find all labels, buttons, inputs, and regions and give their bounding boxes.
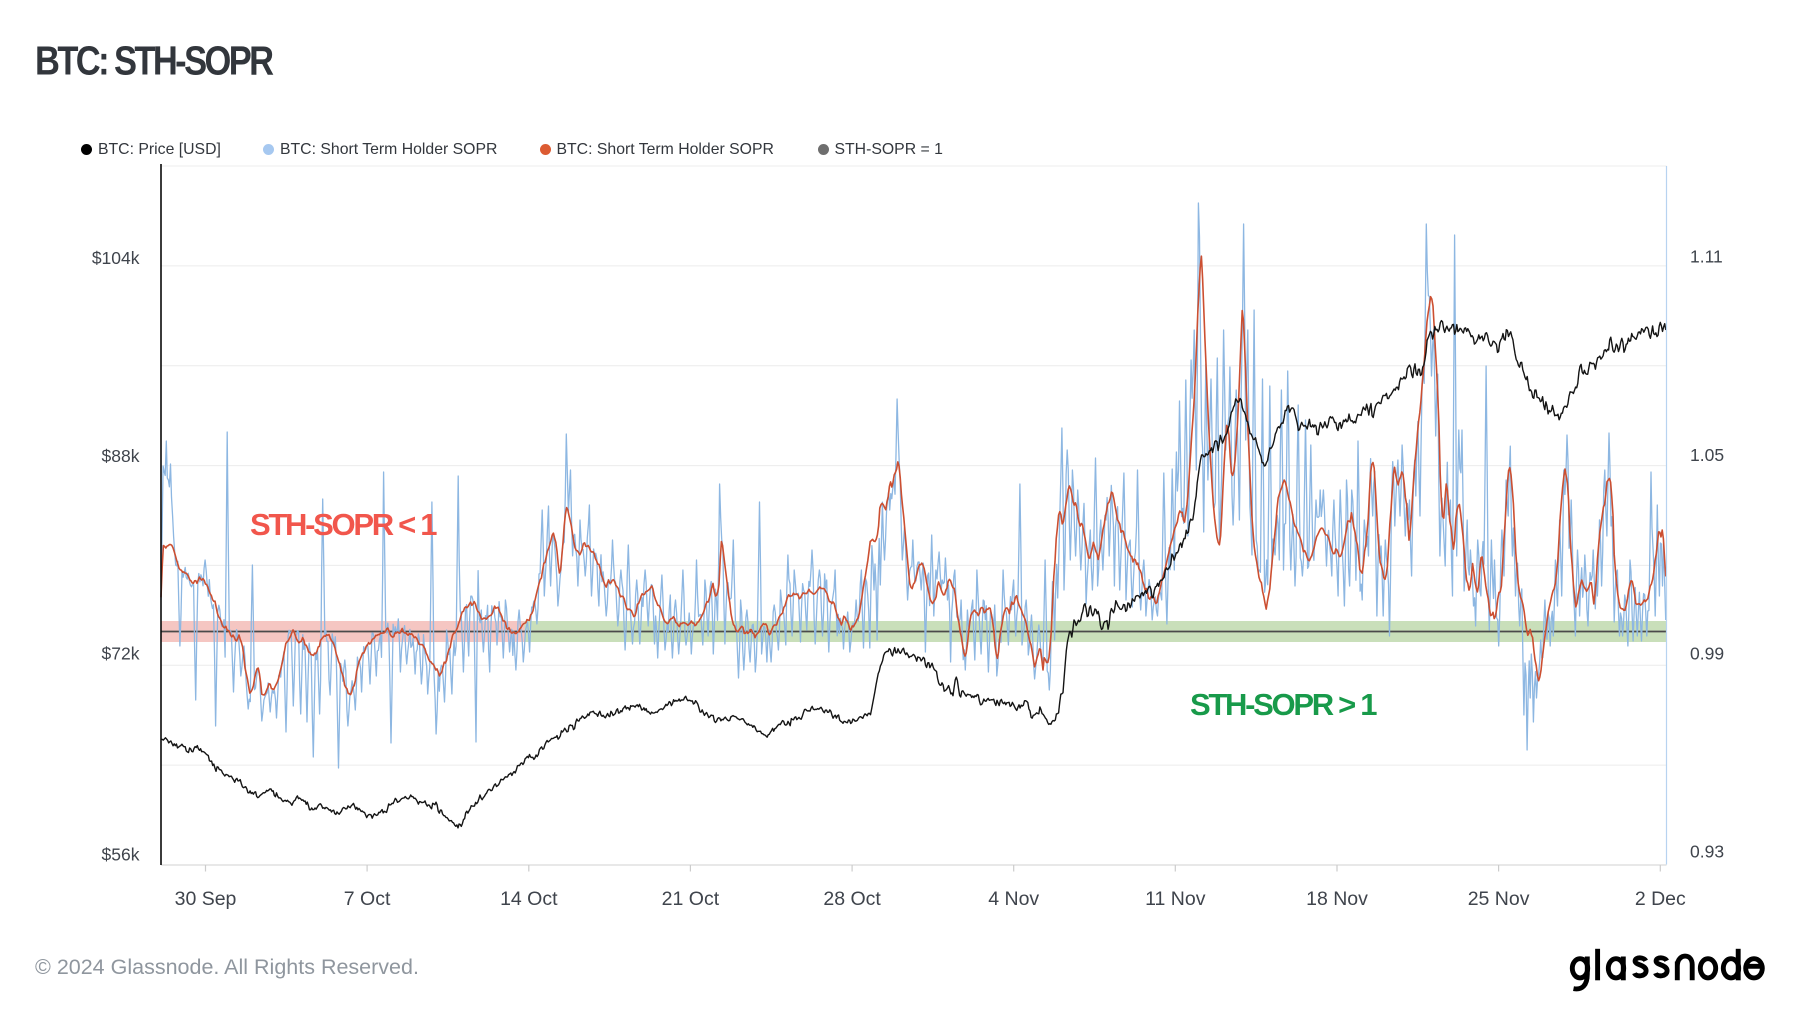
svg-text:STH-SOPR > 1: STH-SOPR > 1: [1190, 687, 1377, 722]
svg-text:$72k: $72k: [102, 644, 140, 664]
svg-text:25 Nov: 25 Nov: [1468, 888, 1530, 910]
svg-text:21 Oct: 21 Oct: [662, 888, 720, 910]
svg-text:$56k: $56k: [102, 844, 140, 864]
svg-text:14 Oct: 14 Oct: [500, 888, 558, 910]
svg-text:1.11: 1.11: [1690, 247, 1723, 267]
svg-text:11 Nov: 11 Nov: [1145, 888, 1206, 910]
svg-text:4 Nov: 4 Nov: [988, 888, 1039, 910]
svg-text:2 Dec: 2 Dec: [1635, 888, 1686, 910]
svg-text:7 Oct: 7 Oct: [344, 888, 391, 910]
svg-text:$88k: $88k: [102, 446, 140, 466]
svg-text:0.99: 0.99: [1690, 644, 1724, 664]
svg-text:30 Sep: 30 Sep: [175, 888, 237, 910]
svg-text:$104k: $104k: [92, 248, 140, 268]
svg-text:28 Oct: 28 Oct: [823, 888, 881, 910]
svg-text:STH-SOPR < 1: STH-SOPR < 1: [250, 507, 437, 542]
svg-text:0.93: 0.93: [1690, 842, 1724, 862]
svg-text:18 Nov: 18 Nov: [1306, 888, 1368, 910]
svg-text:1.05: 1.05: [1690, 445, 1724, 465]
